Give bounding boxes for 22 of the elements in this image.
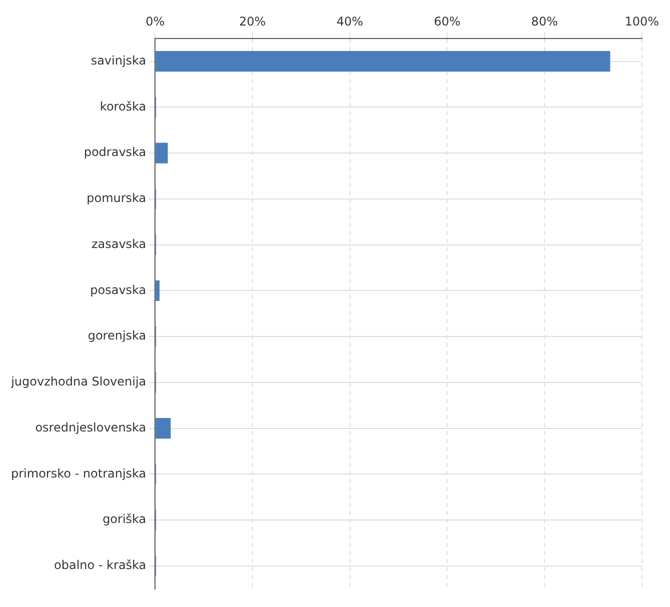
- x-tick-label: 60%: [434, 14, 461, 28]
- y-tick-label: zasavska: [91, 236, 146, 251]
- y-tick-label: koroška: [100, 99, 146, 114]
- bar: [156, 51, 610, 72]
- bar: [156, 142, 168, 164]
- x-tick-label: 80%: [531, 14, 558, 28]
- y-tick-label: podravska: [84, 145, 146, 160]
- y-tick-label: primorsko - notranjska: [10, 466, 146, 480]
- x-tick-label: 100%: [624, 14, 660, 28]
- x-tick-label: 0%: [146, 14, 165, 28]
- y-tick-label: obalno - kraška: [54, 558, 146, 572]
- y-tick-label: goriška: [102, 512, 146, 526]
- y-tick-label: jugovzhodna Slovenija: [10, 374, 146, 389]
- y-tick-label: gorenjska: [88, 328, 146, 343]
- bar: [156, 280, 160, 301]
- bar: [156, 418, 171, 439]
- x-tick-label: 20%: [239, 14, 266, 28]
- y-tick-label: osrednjeslovenska: [35, 420, 146, 434]
- y-tick-label: savinjska: [90, 53, 146, 68]
- y-tick-label: posavska: [90, 282, 146, 297]
- y-tick-label: pomurska: [86, 191, 146, 206]
- x-tick-label: 40%: [336, 14, 364, 28]
